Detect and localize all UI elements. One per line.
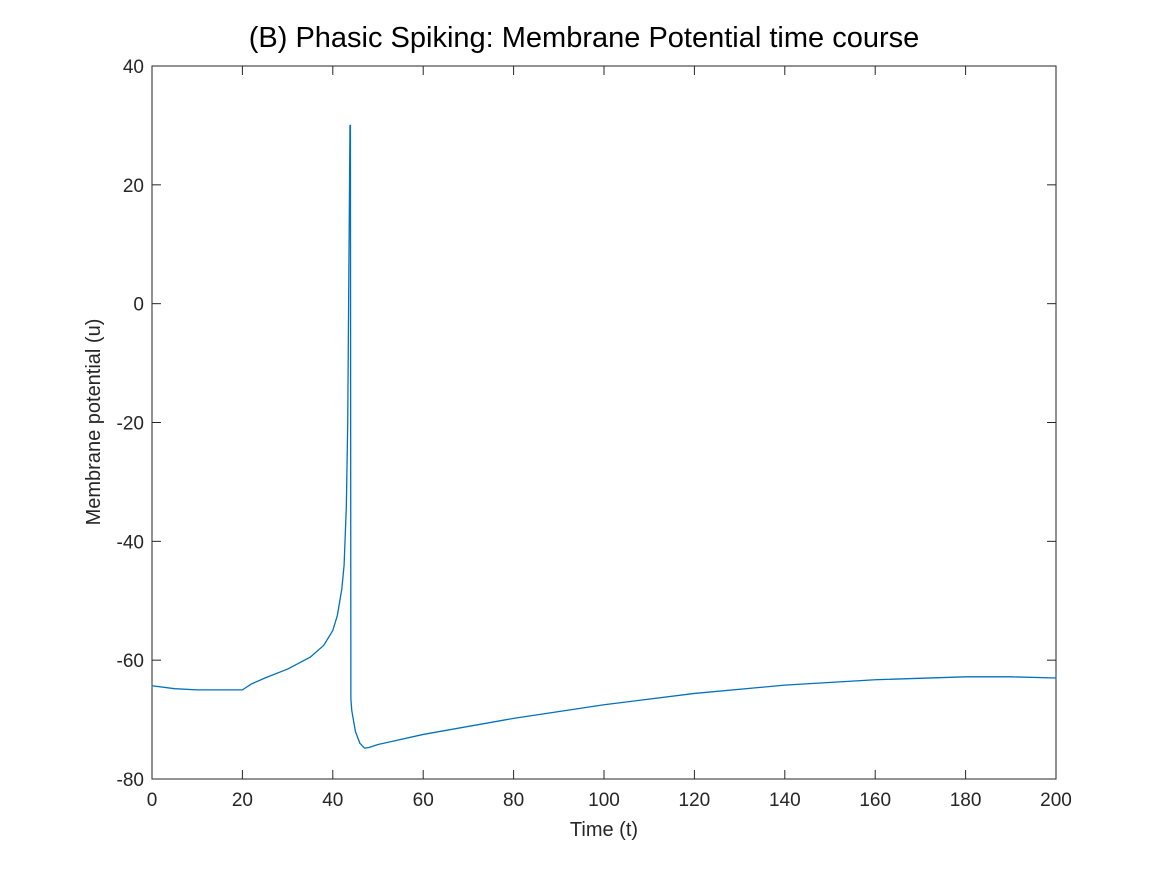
y-tick-label: 0 bbox=[133, 295, 144, 316]
x-tick-label: 60 bbox=[413, 790, 434, 811]
x-tick-label: 80 bbox=[503, 790, 524, 811]
x-tick-label: 0 bbox=[147, 790, 158, 811]
y-axis-label: Membrane potential (u) bbox=[83, 319, 105, 526]
x-tick-label: 200 bbox=[1040, 790, 1072, 811]
y-tick-label: 40 bbox=[123, 57, 144, 78]
x-tick-label: 180 bbox=[950, 790, 982, 811]
y-tick-label: -20 bbox=[117, 414, 144, 435]
plot-area-frame bbox=[151, 65, 1057, 780]
x-tick-label: 100 bbox=[588, 790, 620, 811]
x-tick-label: 120 bbox=[679, 790, 711, 811]
y-tick-labels: -80 -60 -40 -20 0 20 40 bbox=[117, 57, 144, 791]
x-tick-labels: 0 20 40 60 80 100 120 140 160 180 200 bbox=[147, 790, 1072, 811]
membrane-potential-line bbox=[151, 124, 1057, 749]
chart-title: (B) Phasic Spiking: Membrane Potential t… bbox=[249, 22, 920, 54]
x-tick-label: 20 bbox=[232, 790, 253, 811]
x-tick-label: 160 bbox=[859, 790, 891, 811]
series-layer bbox=[151, 124, 1057, 749]
y-tick-label: -80 bbox=[117, 770, 144, 791]
x-tick-label: 140 bbox=[769, 790, 801, 811]
y-tick-label: 20 bbox=[123, 176, 144, 197]
x-axis-label: Time (t) bbox=[570, 819, 638, 841]
x-tick-label: 40 bbox=[322, 790, 343, 811]
tick-marks bbox=[151, 65, 1057, 780]
y-tick-label: -60 bbox=[117, 651, 144, 672]
y-tick-label: -40 bbox=[117, 532, 144, 553]
